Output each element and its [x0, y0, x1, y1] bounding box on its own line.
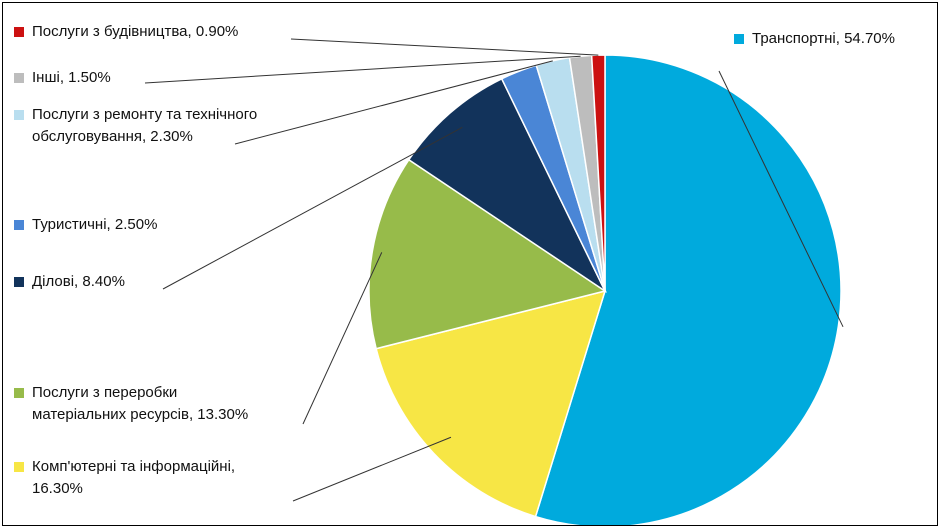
legend-item-tourism: Туристичні, 2.50%	[14, 214, 157, 236]
legend-item-transport: Транспортні, 54.70%	[734, 28, 895, 50]
leader-line-transport	[718, 70, 844, 328]
legend-label-repair-line2: обслуговування, 2.30%	[32, 128, 193, 145]
legend-item-other: Інші, 1.50%	[14, 67, 111, 89]
legend-item-repair: Послуги з ремонту та технічного обслугов…	[14, 104, 257, 148]
leader-line-construction	[290, 38, 599, 56]
legend-swatch-business	[14, 277, 24, 287]
legend-label-business: Ділові, 8.40%	[32, 273, 125, 290]
pie-slice-transport	[534, 54, 842, 525]
legend-item-computer: Комп'ютерні та інформаційні, 16.30%	[14, 456, 235, 500]
legend-swatch-other	[14, 73, 24, 83]
legend-label-repair-line1: Послуги з ремонту та технічного	[32, 106, 258, 123]
legend-label-processing: Послуги з переробки матеріальних ресурсі…	[32, 382, 248, 426]
leader-line-computer	[292, 436, 452, 502]
chart-frame: Транспортні, 54.70% Послуги з будівництв…	[2, 2, 938, 526]
legend-label-other: Інші, 1.50%	[32, 69, 111, 86]
legend-item-construction: Послуги з будівництва, 0.90%	[14, 21, 238, 43]
pie-slice-construction	[590, 54, 606, 292]
legend-swatch-construction	[14, 27, 24, 37]
legend-swatch-tourism	[14, 220, 24, 230]
leader-line-other	[144, 55, 581, 84]
pie-slice-business	[407, 77, 607, 294]
legend-label-computer: Комп'ютерні та інформаційні, 16.30%	[32, 456, 235, 500]
legend-swatch-processing	[14, 388, 24, 398]
legend-label-computer-line2: 16.30%	[32, 480, 83, 497]
legend-swatch-transport	[734, 34, 744, 44]
legend-label-transport: Транспортні, 54.70%	[752, 30, 895, 47]
legend-label-processing-line2: матеріальних ресурсів, 13.30%	[32, 406, 249, 423]
legend-label-repair: Послуги з ремонту та технічного обслугов…	[32, 104, 257, 148]
legend-label-computer-line1: Комп'ютерні та інформаційні,	[32, 458, 236, 475]
pie-slice-computer	[375, 289, 607, 518]
legend-label-processing-line1: Послуги з переробки	[32, 384, 178, 401]
pie-slice-processing	[368, 158, 607, 350]
legend-item-business: Ділові, 8.40%	[14, 271, 125, 293]
leader-line-processing	[302, 252, 383, 425]
leader-line-business	[162, 126, 463, 290]
legend-label-construction: Послуги з будівництва, 0.90%	[32, 23, 239, 40]
legend-label-tourism: Туристичні, 2.50%	[32, 216, 158, 233]
leader-line-repair	[234, 60, 553, 145]
legend-swatch-repair	[14, 110, 24, 120]
legend-swatch-computer	[14, 462, 24, 472]
pie-chart	[144, 38, 844, 525]
legend-item-processing: Послуги з переробки матеріальних ресурсі…	[14, 382, 248, 426]
